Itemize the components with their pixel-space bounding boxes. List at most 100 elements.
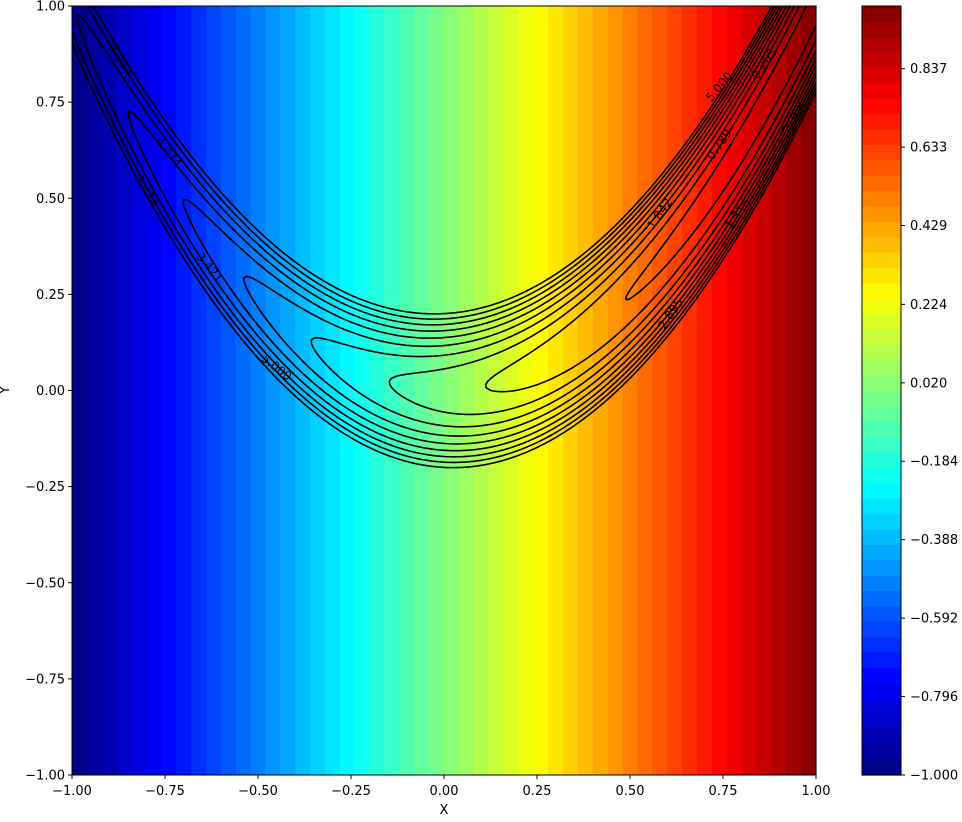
colorbar-tick-label: 0.020 <box>910 376 947 391</box>
colorbar-band <box>862 359 901 376</box>
colorbar-band <box>862 621 901 638</box>
y-tick-label: −0.25 <box>25 480 65 495</box>
colorbar-tick-label: −0.592 <box>910 612 958 627</box>
fill-band <box>533 6 549 775</box>
colorbar-band <box>862 559 901 576</box>
fill-band <box>726 6 743 775</box>
colorbar-band <box>862 113 901 130</box>
colorbar-band <box>862 728 901 745</box>
fill-band <box>339 6 356 775</box>
fill-band <box>384 6 400 775</box>
colorbar-band <box>862 390 901 407</box>
y-tick-label: −1.00 <box>25 769 65 784</box>
fill-band <box>682 6 698 775</box>
colorbar-band <box>862 590 901 607</box>
y-tick-label: 1.00 <box>36 0 65 15</box>
filled-contour-layer <box>72 6 817 775</box>
colorbar-tick-label: −1.000 <box>910 769 958 784</box>
colorbar-band <box>862 36 901 53</box>
x-tick-label: 0.75 <box>709 784 738 799</box>
colorbar-band <box>862 375 901 392</box>
colorbar-band <box>862 636 901 653</box>
colorbar-band <box>862 21 901 38</box>
colorbar-tick-label: −0.184 <box>910 455 958 470</box>
colorbar-band <box>862 267 901 284</box>
fill-band <box>220 6 237 775</box>
contour-line <box>127 6 816 452</box>
fill-band <box>801 6 817 775</box>
fill-band <box>324 6 341 775</box>
fill-band <box>131 6 147 775</box>
x-tick-label: 1.00 <box>802 784 831 799</box>
fill-band <box>637 6 653 775</box>
colorbar-band <box>862 421 901 438</box>
colorbar-band <box>862 498 901 515</box>
fill-band <box>771 6 787 775</box>
contour-line <box>72 6 816 464</box>
fill-band <box>399 6 415 775</box>
colorbar-band <box>862 205 901 222</box>
colorbar-band <box>862 605 901 622</box>
fill-band <box>250 6 267 775</box>
y-axis-ticks: −1.00 −0.75 −0.50 −0.25 0.00 0.25 0.50 0.75 1.00 <box>25 0 72 784</box>
fill-band <box>116 6 133 775</box>
colorbar-band <box>862 221 901 238</box>
colorbar-band <box>862 252 901 269</box>
colorbar-band <box>862 452 901 468</box>
colorbar-band <box>862 575 901 592</box>
colorbar-band <box>862 159 901 176</box>
fill-band <box>86 6 103 775</box>
x-axis-ticks: −1.00 −0.75 −0.50 −0.25 0.00 0.25 0.50 0.75 1.00 <box>52 775 830 799</box>
fill-band <box>444 6 460 775</box>
colorbar-band <box>862 129 901 146</box>
colorbar-band <box>862 98 901 115</box>
contour-line <box>182 6 816 445</box>
contour-line <box>624 6 816 301</box>
y-tick-label: 0.00 <box>36 384 65 399</box>
colorbar-band <box>862 759 901 776</box>
x-tick-label: −0.50 <box>238 784 278 799</box>
colorbar-band <box>862 544 901 561</box>
fill-band <box>622 6 639 775</box>
colorbar-band <box>862 236 901 253</box>
fill-band <box>235 6 252 775</box>
colorbar-ticks: −1.000 −0.796 −0.592 −0.388 −0.184 0.020 0.224… <box>901 62 958 784</box>
fill-band <box>161 6 177 775</box>
contour-line <box>484 6 816 393</box>
colorbar-band <box>862 713 901 730</box>
contour-line-layer <box>72 6 816 469</box>
colorbar-band <box>862 698 901 715</box>
colorbar-band <box>862 344 901 361</box>
fill-band <box>101 6 118 775</box>
fill-band <box>458 6 475 775</box>
fill-band <box>265 6 281 775</box>
contour-line <box>242 6 816 437</box>
contour-line <box>72 6 816 469</box>
colorbar-band <box>862 513 901 530</box>
colorbar-frame <box>861 5 902 776</box>
colorbar-tick-label: 0.429 <box>910 219 947 234</box>
y-tick-label: −0.50 <box>25 576 65 591</box>
colorbar-tick-label: −0.388 <box>910 533 958 548</box>
colorbar-band <box>862 405 901 422</box>
colorbar-band <box>862 6 901 22</box>
colorbar-tick-label: −0.796 <box>910 690 958 705</box>
x-tick-label: −1.00 <box>52 784 92 799</box>
y-tick-label: 0.50 <box>36 192 65 207</box>
colorbar-band <box>862 328 901 345</box>
x-tick-label: −0.75 <box>145 784 185 799</box>
colorbar-band <box>862 667 901 684</box>
colorbar-tick-label: 0.837 <box>910 62 947 77</box>
fill-band <box>756 6 772 775</box>
colorbar-band <box>862 175 901 192</box>
colorbar-band <box>862 144 901 161</box>
fill-band <box>741 6 758 775</box>
colorbar-band <box>862 190 901 207</box>
colorbar-band <box>862 282 901 299</box>
fill-band <box>696 6 713 775</box>
fill-band <box>652 6 668 775</box>
x-tick-label: −0.25 <box>331 784 371 799</box>
colorbar-band <box>862 651 901 668</box>
colorbar-band <box>862 467 901 484</box>
